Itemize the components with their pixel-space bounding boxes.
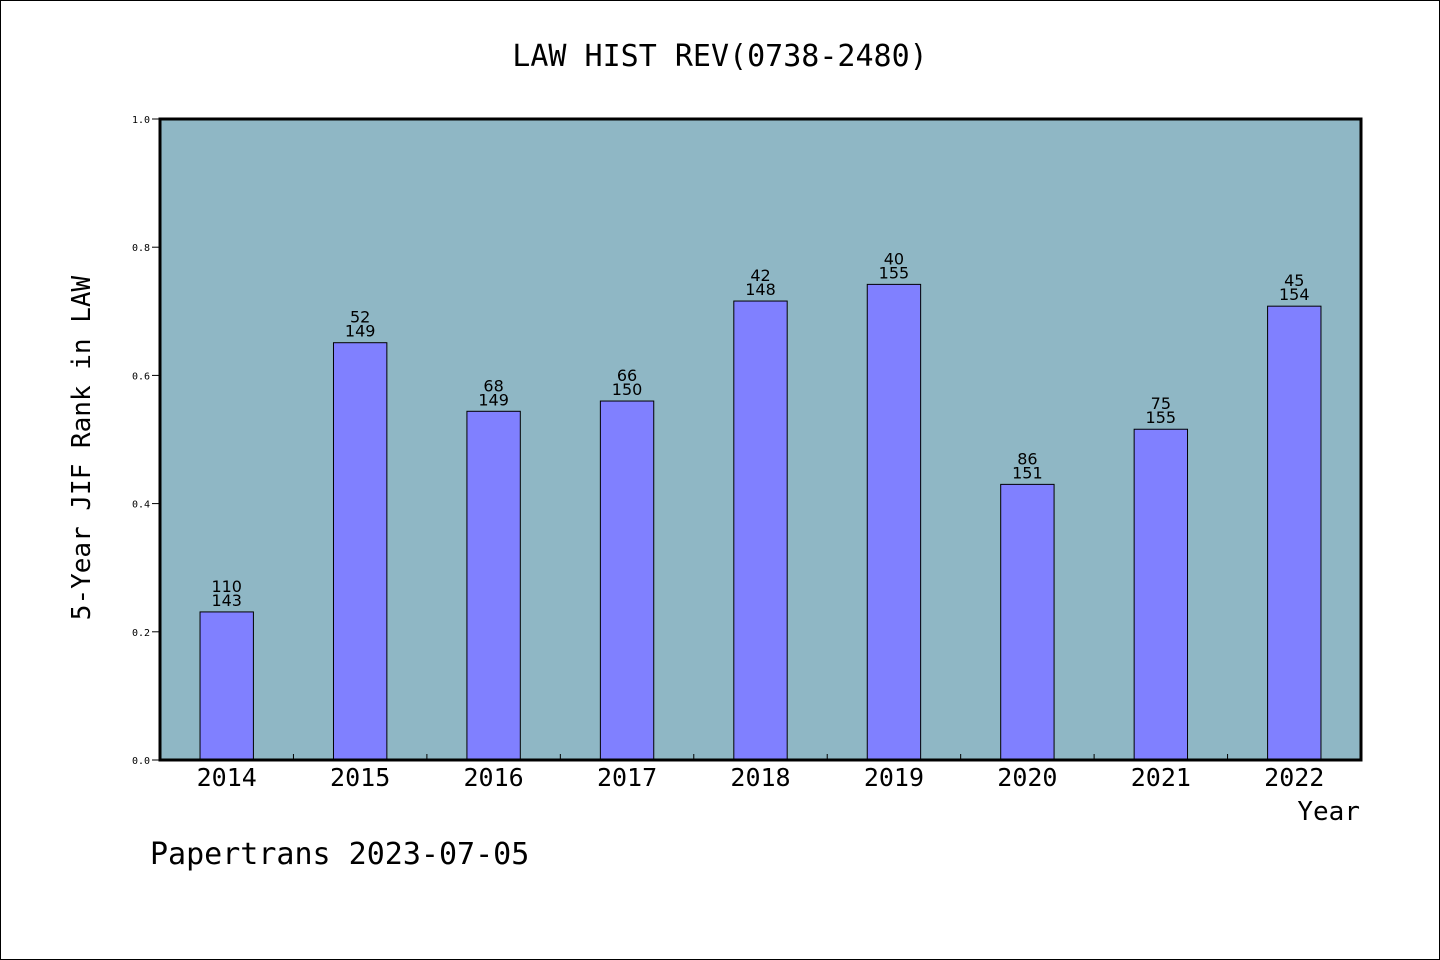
bar-rank-label: 45 bbox=[1284, 271, 1304, 290]
x-tick-label: 2019 bbox=[864, 763, 924, 792]
x-tick-label: 2015 bbox=[330, 763, 390, 792]
bar-2015 bbox=[332, 342, 388, 761]
bar-total-label: 148 bbox=[745, 280, 776, 299]
y-tick-label: 0.4 bbox=[132, 500, 150, 511]
plot-border bbox=[158, 117, 1363, 762]
bar-rank-label: 42 bbox=[750, 266, 770, 285]
x-axis-label: Year bbox=[1297, 797, 1360, 827]
y-tick-label: 0.2 bbox=[132, 628, 150, 639]
y-tick-label: 0.8 bbox=[132, 243, 150, 254]
bar-rank-label: 110 bbox=[211, 577, 242, 596]
x-tick-label: 2020 bbox=[997, 763, 1057, 792]
chart-title: LAW HIST REV(0738-2480) bbox=[512, 39, 927, 74]
bar-2017 bbox=[599, 400, 655, 761]
x-tick-label: 2022 bbox=[1264, 763, 1324, 792]
bar-2020 bbox=[1000, 483, 1055, 761]
bar-rank-label: 68 bbox=[483, 376, 503, 395]
x-tick-label: 2016 bbox=[464, 763, 524, 792]
y-tick-label: 1.0 bbox=[132, 115, 150, 126]
bar-rank-label: 40 bbox=[884, 249, 904, 268]
x-tick-label: 2014 bbox=[197, 763, 257, 792]
bar-total-label: 155 bbox=[1146, 408, 1177, 427]
bar-rank-label: 86 bbox=[1017, 449, 1037, 468]
bar-2014 bbox=[199, 611, 254, 761]
bar-rank-label: 66 bbox=[617, 366, 637, 385]
bar-total-label: 154 bbox=[1279, 285, 1310, 304]
x-tick-label: 2018 bbox=[730, 763, 790, 792]
y-tick-label: 0.6 bbox=[132, 371, 150, 382]
x-tick-label: 2017 bbox=[597, 763, 657, 792]
bar-rank-label: 75 bbox=[1151, 394, 1171, 413]
bar-2022 bbox=[1267, 305, 1322, 761]
y-tick-label: 0.0 bbox=[132, 756, 150, 767]
bar-total-label: 155 bbox=[879, 263, 910, 282]
bar-total-label: 149 bbox=[478, 390, 509, 409]
bar-rank-label: 52 bbox=[350, 308, 370, 327]
bar-total-label: 150 bbox=[612, 380, 643, 399]
footer-watermark: Papertrans 2023-07-05 bbox=[150, 837, 529, 872]
bar-total-label: 143 bbox=[211, 591, 242, 610]
y-axis-label: 5-Year JIF Rank in LAW bbox=[67, 275, 97, 620]
bar-2016 bbox=[466, 410, 521, 761]
bar-total-label: 149 bbox=[345, 322, 376, 341]
bar-total-label: 151 bbox=[1012, 463, 1043, 482]
bar-2019 bbox=[866, 283, 922, 761]
plot-area: 0.00.20.40.60.81.01101432014521492015681… bbox=[132, 115, 1363, 792]
bar-2018 bbox=[733, 300, 788, 761]
bar-2021 bbox=[1133, 428, 1189, 761]
x-tick-label: 2021 bbox=[1131, 763, 1191, 792]
